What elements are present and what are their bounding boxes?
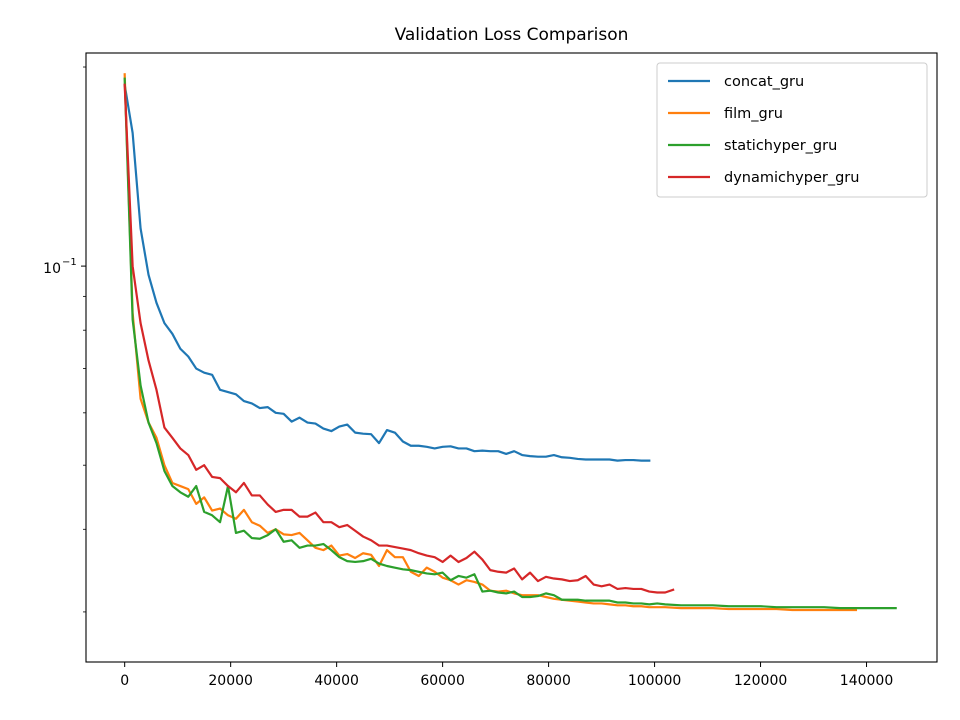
axes-frame xyxy=(85,52,938,663)
legend-box xyxy=(656,62,928,198)
series-line-concat_gru xyxy=(123,83,651,462)
x-tick-label-2: 40000 xyxy=(314,673,359,689)
x-tick-label-3: 60000 xyxy=(420,673,465,689)
series-line-statichyper_gru xyxy=(123,77,897,610)
x-tick-label-4: 80000 xyxy=(526,673,571,689)
series-line-film_gru xyxy=(123,73,858,612)
legend-label-statichyper_gru: statichyper_gru xyxy=(724,138,837,154)
x-tick-label-0: 0 xyxy=(120,673,129,689)
legend-label-film_gru: film_gru xyxy=(724,106,783,122)
y-tick-label-base-0: 10 xyxy=(43,261,61,277)
x-tick-label-5: 100000 xyxy=(628,673,681,689)
x-tick-label-7: 140000 xyxy=(840,673,893,689)
x-tick-label-1: 20000 xyxy=(208,673,253,689)
legend: concat_gru film_gru statichyper_grudynamic… xyxy=(656,62,928,198)
axes-layer: 0 20000 40000 60000 80000 100000 120000 140000 1… xyxy=(43,52,938,689)
legend-label-concat_gru: concat_gru xyxy=(724,74,804,90)
x-tick-label-6: 120000 xyxy=(734,673,787,689)
y-tick-label-exponent-0: −1 xyxy=(62,257,77,268)
legend-label-dynamichyper_gru: dynamichyper_gru xyxy=(724,170,859,186)
chart-title: Validation Loss Comparison xyxy=(395,25,629,45)
series-layer xyxy=(123,73,897,612)
series-line-dynamichyper_gru xyxy=(123,83,675,594)
